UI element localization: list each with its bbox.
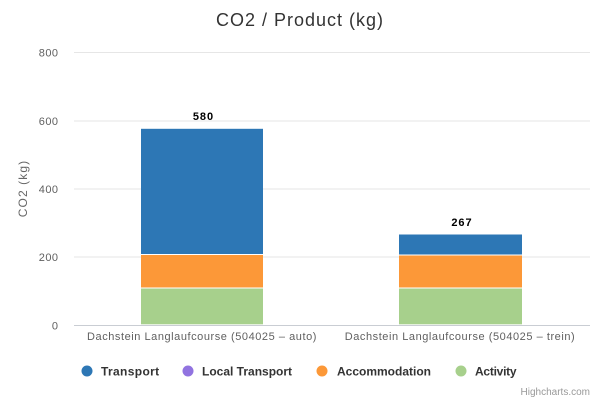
svg-text:580: 580 (193, 111, 214, 123)
svg-text:200: 200 (39, 252, 59, 264)
svg-text:Highcharts.com: Highcharts.com (521, 387, 590, 398)
svg-text:Transport: Transport (101, 365, 160, 379)
svg-text:CO2 / Product (kg): CO2 / Product (kg) (216, 10, 384, 30)
svg-text:600: 600 (39, 116, 59, 128)
svg-text:Activity: Activity (475, 365, 517, 379)
svg-text:800: 800 (39, 47, 59, 59)
svg-text:Dachstein Langlaufcourse (5040: Dachstein Langlaufcourse (504025 – auto) (87, 331, 317, 343)
svg-text:Dachstein Langlaufcourse (5040: Dachstein Langlaufcourse (504025 – trein… (345, 331, 575, 343)
svg-text:0: 0 (52, 320, 59, 332)
svg-text:400: 400 (39, 184, 59, 196)
svg-text:Local Transport: Local Transport (202, 365, 292, 379)
svg-text:267: 267 (451, 217, 472, 229)
svg-text:CO2 (kg): CO2 (kg) (16, 160, 30, 217)
svg-text:Accommodation: Accommodation (337, 365, 431, 379)
